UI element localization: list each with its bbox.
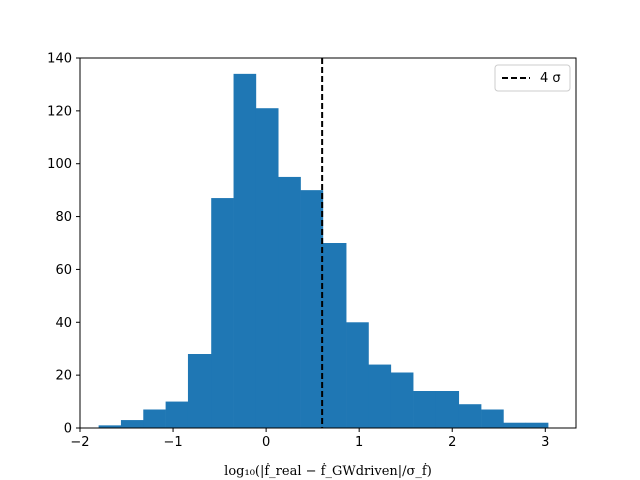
- histogram-bar: [255, 108, 279, 428]
- legend-box: [494, 64, 571, 92]
- y-axis-ticks: 0 20 40 60 80 100 120 140: [47, 52, 80, 437]
- histogram-bar: [368, 364, 392, 428]
- legend: 4 σ: [494, 64, 571, 92]
- histogram-bar: [165, 401, 189, 428]
- x-tick-label: 0: [262, 435, 270, 450]
- histogram-bar: [143, 409, 166, 428]
- y-tick-label: 120: [47, 104, 72, 119]
- histogram-bars: [98, 73, 549, 428]
- histogram-bar: [346, 322, 369, 428]
- histogram-bar: [211, 198, 234, 428]
- histogram-bar: [278, 176, 301, 428]
- histogram-bar: [120, 420, 144, 428]
- histogram-bar: [233, 73, 257, 428]
- legend-label: 4 σ: [540, 71, 561, 86]
- histogram-bar: [503, 422, 527, 428]
- histogram-bar: [322, 243, 347, 428]
- histogram-bar: [435, 391, 460, 428]
- x-axis-label: log₁₀(|ḟ_real − ḟ_GWdriven|/σ_ḟ): [224, 463, 432, 479]
- y-tick-label: 60: [55, 263, 72, 278]
- x-tick-label: −2: [70, 435, 89, 450]
- histogram-bar: [525, 422, 549, 428]
- y-tick-label: 0: [64, 422, 72, 437]
- histogram-bar: [458, 404, 482, 428]
- x-tick-label: 1: [355, 435, 363, 450]
- y-tick-label: 140: [47, 52, 72, 67]
- y-tick-label: 20: [55, 369, 72, 384]
- histogram-bar: [300, 190, 324, 428]
- y-tick-label: 100: [47, 157, 72, 172]
- x-tick-label: 3: [541, 435, 549, 450]
- y-tick-label: 40: [55, 316, 72, 331]
- histogram-bar: [98, 425, 122, 428]
- y-tick-label: 80: [55, 210, 72, 225]
- x-tick-label: 2: [448, 435, 456, 450]
- histogram-bar: [481, 409, 504, 428]
- x-tick-label: −1: [163, 435, 182, 450]
- x-axis-ticks: −2 −1 0 1 2 3: [70, 428, 549, 450]
- axes-frame: [79, 57, 577, 429]
- histogram-bar: [390, 372, 414, 428]
- histogram-bar: [187, 354, 212, 428]
- histogram-bar: [413, 391, 436, 428]
